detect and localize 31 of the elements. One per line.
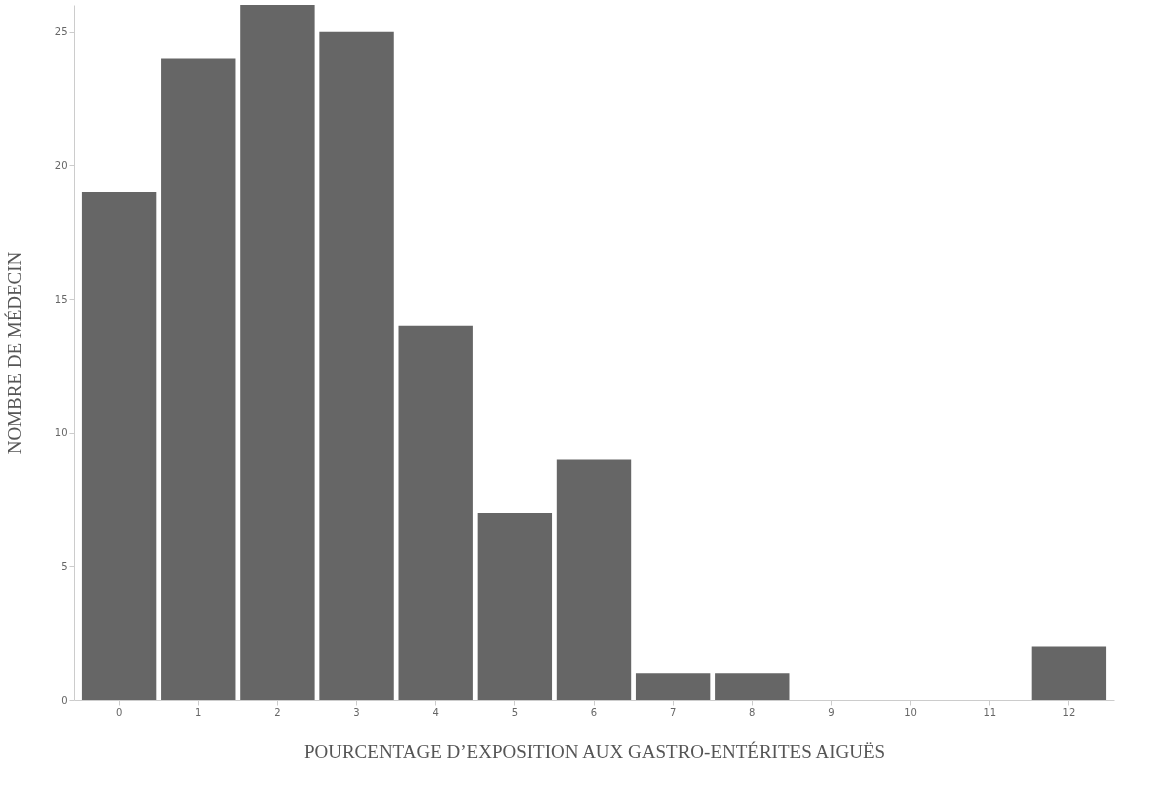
bar: [556, 459, 632, 700]
x-tick-label: 6: [590, 706, 598, 718]
x-tick-label: 5: [511, 706, 519, 718]
y-tick-label: 10: [54, 427, 68, 439]
bar: [477, 512, 553, 700]
x-tick-label: 4: [432, 706, 439, 718]
bar: [715, 673, 790, 700]
x-tick-label: 10: [904, 706, 917, 718]
bar: [319, 31, 394, 700]
bar: [1031, 646, 1107, 700]
bar: [161, 58, 236, 700]
x-tick-label: 0: [115, 706, 123, 718]
bar: [635, 673, 711, 700]
bar: [240, 5, 315, 700]
x-tick-label: 7: [669, 706, 677, 718]
y-tick-label: 20: [54, 159, 68, 171]
y-tick-label: 5: [61, 560, 68, 572]
x-tick-label: 9: [828, 706, 835, 718]
x-tick-label: 1: [195, 706, 202, 718]
x-tick-label: 11: [983, 706, 997, 718]
bar: [81, 192, 157, 700]
x-tick-label: 8: [749, 706, 756, 718]
y-tick-label: 25: [54, 26, 68, 38]
y-axis-title: NOMBRE DE MÉDECIN: [3, 251, 25, 455]
x-axis-title: POURCENTAGE D’EXPOSITION AUX GASTRO-ENTÉRITES AIGUËS: [303, 740, 886, 762]
y-tick-label: 0: [61, 694, 68, 706]
bar: [398, 325, 473, 700]
x-tick-label: 12: [1062, 706, 1076, 718]
x-tick-label: 3: [353, 706, 360, 718]
x-tick-label: 2: [274, 706, 281, 718]
y-tick-label: 15: [54, 293, 68, 305]
